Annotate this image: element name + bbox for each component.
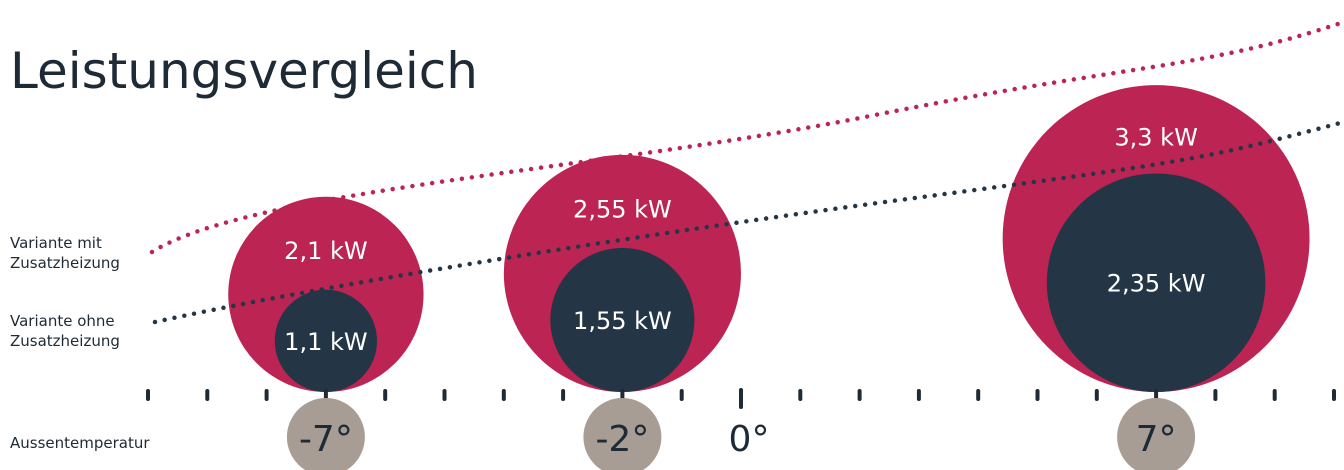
legend-label-ohne-line2: Zusatzheizung [10,332,120,350]
legend-label-mit-line1: Variante mit [10,234,102,252]
x-axis-ticks [146,388,1336,409]
trend-lines [149,19,1344,325]
trend-line-ohne [152,119,1344,325]
trend-line-mit [149,19,1344,255]
temp-marker-0 [286,398,365,470]
bubble-ohne-1 [550,247,695,392]
bubbles [228,85,1310,392]
x-axis-markers: -7° -2° 7° 0° [286,398,1196,470]
legend-label-ohne-line1: Variante ohne [10,312,115,330]
label-mit-2: 3,3 kW [1114,123,1197,151]
legend-label-mit: Variante mit Zusatzheizung [10,234,120,272]
label-ohne-1: 1,55 kW [573,307,672,335]
chart-title: Leistungsvergleich [10,42,478,100]
temp-marker-1 [583,398,662,470]
bubble-ohne-2 [1046,173,1266,392]
label-mit-1: 2,55 kW [573,195,672,223]
temp-marker-2 [1117,398,1196,470]
legend: Variante mit Zusatzheizung Variante ohne… [10,234,150,452]
label-mit-0: 2,1 kW [284,237,367,265]
temp-label-2: 7° [1136,419,1177,460]
axis-label: Aussentemperatur [10,434,150,452]
temp-label-1: -2° [595,419,649,460]
label-ohne-0: 1,1 kW [284,328,367,356]
bubble-ohne-0 [274,289,378,392]
legend-label-mit-line2: Zusatzheizung [10,254,120,272]
temp-label-0: -7° [299,419,353,460]
legend-label-ohne: Variante ohne Zusatzheizung [10,312,120,350]
label-ohne-2: 2,35 kW [1107,270,1206,298]
bubble-labels: 2,1 kW 1,1 kW 2,55 kW 1,55 kW 3,3 kW 2,35 kW [284,123,1205,356]
zero-label: 0° [729,419,770,460]
